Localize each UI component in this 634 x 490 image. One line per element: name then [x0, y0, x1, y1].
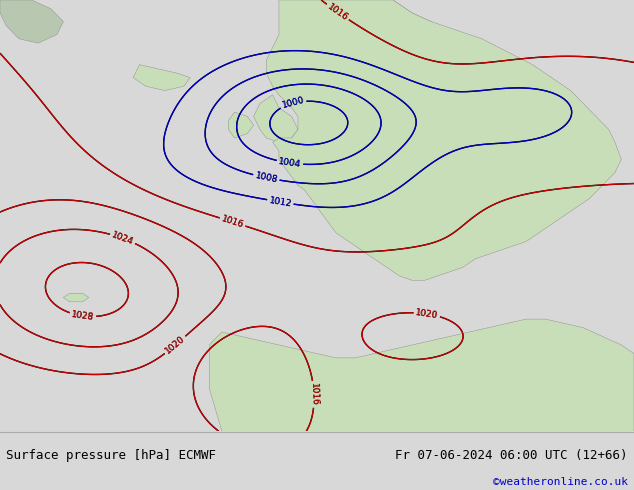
Text: ©weatheronline.co.uk: ©weatheronline.co.uk — [493, 477, 628, 487]
Text: 1016: 1016 — [309, 383, 319, 406]
Text: 1024: 1024 — [110, 230, 135, 246]
Polygon shape — [209, 319, 634, 431]
Text: 1028: 1028 — [71, 310, 94, 322]
Text: 1000: 1000 — [281, 96, 306, 110]
Text: 1016: 1016 — [220, 214, 245, 230]
Text: Surface pressure [hPa] ECMWF: Surface pressure [hPa] ECMWF — [6, 449, 216, 462]
Text: 1016: 1016 — [326, 2, 350, 23]
Text: 1004: 1004 — [278, 157, 302, 169]
Text: 1008: 1008 — [254, 171, 278, 184]
Text: 1016: 1016 — [220, 214, 245, 230]
Text: 1028: 1028 — [71, 310, 94, 322]
Text: 1012: 1012 — [268, 196, 292, 208]
Polygon shape — [361, 0, 463, 112]
Polygon shape — [133, 65, 190, 91]
Text: 1020: 1020 — [164, 334, 187, 356]
Text: 1020: 1020 — [164, 334, 187, 356]
Polygon shape — [63, 293, 89, 302]
Text: 1020: 1020 — [415, 308, 439, 320]
Text: 1016: 1016 — [309, 383, 319, 406]
Polygon shape — [0, 0, 63, 43]
Text: 1004: 1004 — [278, 157, 302, 169]
Polygon shape — [228, 112, 254, 138]
Text: 1012: 1012 — [268, 196, 292, 208]
Text: 1000: 1000 — [281, 96, 306, 110]
Text: Fr 07-06-2024 06:00 UTC (12+66): Fr 07-06-2024 06:00 UTC (12+66) — [395, 449, 628, 462]
Polygon shape — [266, 0, 621, 280]
Text: 1016: 1016 — [326, 2, 350, 23]
Text: 1008: 1008 — [254, 171, 278, 184]
Polygon shape — [254, 95, 298, 142]
Text: 1020: 1020 — [415, 308, 439, 320]
Text: 1024: 1024 — [110, 230, 135, 246]
